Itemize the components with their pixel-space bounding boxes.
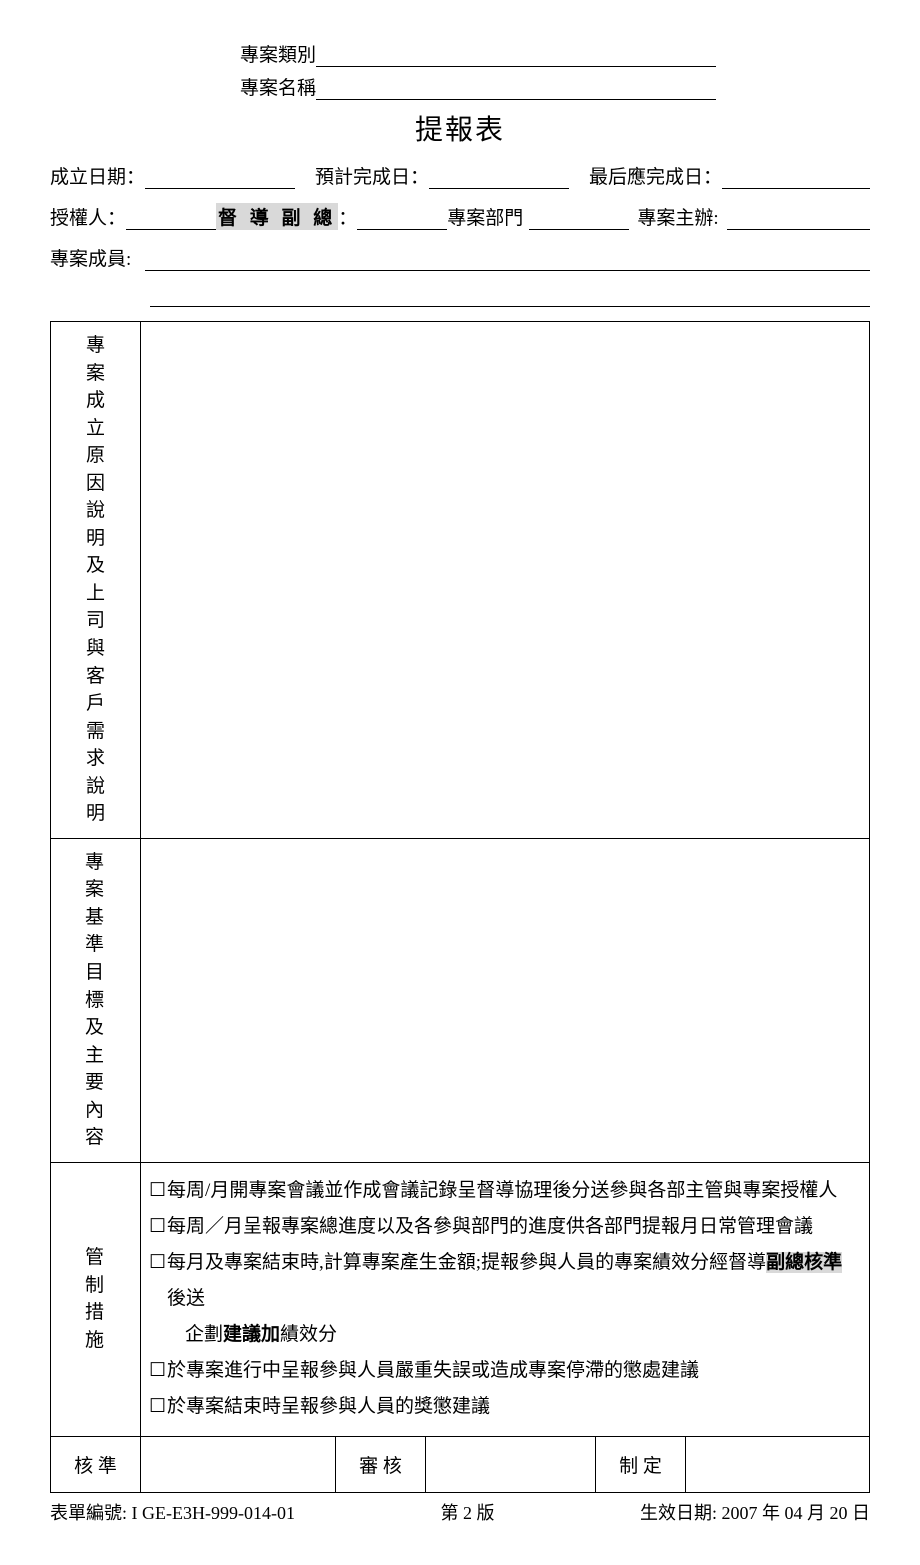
checkbox-icon[interactable]: ☐ <box>149 1353 166 1389</box>
footer: 表單編號: I GE-E3H-999-014-01 第 2 版 生效日期: 20… <box>50 1499 870 1525</box>
project-category-line: 專案類別 <box>50 40 870 67</box>
main-table: 專案成立原因說明及上司與客戶需求說明 專案基準目標及主要內容 管制措施 ☐每周/… <box>50 321 870 1493</box>
expected-date-label: 預計完成日： <box>315 162 429 189</box>
final-date-blank[interactable] <box>722 167 870 189</box>
project-name-blank[interactable] <box>316 78 716 100</box>
control-item: ☐於專案結束時呈報參與人員的獎懲建議 <box>149 1389 861 1425</box>
control-item-text: 每月及專案結束時,計算專案產生金額;提報參與人員的專案績效分經督導副總核準後送 <box>167 1245 861 1317</box>
control-item-text: 於專案結束時呈報參與人員的獎懲建議 <box>167 1389 490 1425</box>
control-content: ☐每周/月開專案會議並作成會議記錄呈督導協理後分送參與各部主管與專案授權人☐每周… <box>141 1162 870 1436</box>
reason-content[interactable] <box>141 322 870 839</box>
final-date-label: 最后應完成日： <box>589 162 722 189</box>
control-label: 管制措施 <box>51 1162 141 1436</box>
form-number: 表單編號: I GE-E3H-999-014-01 <box>50 1499 295 1525</box>
project-category-blank[interactable] <box>316 45 716 67</box>
row-target: 專案基準目標及主要內容 <box>51 838 870 1162</box>
project-name-label: 專案名稱 <box>240 73 316 100</box>
project-dept-label: 專案部門 <box>447 203 523 230</box>
control-item: ☐每周／月呈報專案總進度以及各參與部門的進度供各部門提報月日常管理會議 <box>149 1209 861 1245</box>
members-blank-1[interactable] <box>145 249 870 271</box>
project-owner-blank[interactable] <box>727 208 870 230</box>
effective-date: 生效日期: 2007 年 04 月 20 日 <box>640 1499 870 1525</box>
review-label: 審 核 <box>336 1436 426 1492</box>
version: 第 2 版 <box>440 1499 494 1525</box>
row-control: 管制措施 ☐每周/月開專案會議並作成會議記錄呈督導協理後分送參與各部主管與專案授… <box>51 1162 870 1436</box>
supervisor-colon: ： <box>338 203 357 230</box>
members-blank-2[interactable] <box>150 285 870 307</box>
row-dates: 成立日期： 預計完成日： 最后應完成日： <box>50 162 870 189</box>
checkbox-icon[interactable]: ☐ <box>149 1245 166 1281</box>
control-item-text: 每周／月呈報專案總進度以及各參與部門的進度供各部門提報月日常管理會議 <box>167 1209 813 1245</box>
project-dept-blank[interactable] <box>529 208 629 230</box>
supervisor-vp-label: 督 導 副 總 <box>216 203 338 230</box>
draft-label: 制 定 <box>596 1436 686 1492</box>
control-item: ☐每周/月開專案會議並作成會議記錄呈督導協理後分送參與各部主管與專案授權人 <box>149 1173 861 1209</box>
checkbox-icon[interactable]: ☐ <box>149 1173 166 1209</box>
control-item: ☐每月及專案結束時,計算專案產生金額;提報參與人員的專案績效分經督導副總核準後送 <box>149 1245 861 1317</box>
control-item: ☐於專案進行中呈報參與人員嚴重失誤或造成專案停滯的懲處建議 <box>149 1353 861 1389</box>
members-label: 專案成員: <box>50 244 131 271</box>
draft-blank[interactable] <box>686 1436 870 1492</box>
row-reason: 專案成立原因說明及上司與客戶需求說明 <box>51 322 870 839</box>
project-name-line: 專案名稱 <box>50 73 870 100</box>
authorizer-label: 授權人： <box>50 203 126 230</box>
row-members-2 <box>50 285 870 307</box>
control-item-text: 每周/月開專案會議並作成會議記錄呈督導協理後分送參與各部主管與專案授權人 <box>167 1173 837 1209</box>
authorizer-blank[interactable] <box>126 208 216 230</box>
target-content[interactable] <box>141 838 870 1162</box>
row-people: 授權人： 督 導 副 總 ： 專案部門 專案主辦: <box>50 203 870 230</box>
approve-label: 核 準 <box>51 1436 141 1492</box>
project-category-label: 專案類別 <box>240 40 316 67</box>
establish-date-label: 成立日期： <box>50 162 145 189</box>
reason-label: 專案成立原因說明及上司與客戶需求說明 <box>51 322 141 839</box>
establish-date-blank[interactable] <box>145 167 295 189</box>
review-blank[interactable] <box>426 1436 596 1492</box>
target-label: 專案基準目標及主要內容 <box>51 838 141 1162</box>
project-owner-label: 專案主辦: <box>637 203 718 230</box>
expected-date-blank[interactable] <box>429 167 569 189</box>
approve-blank[interactable] <box>141 1436 336 1492</box>
control-item-continuation: 企劃建議加績效分 <box>149 1317 861 1353</box>
row-members-1: 專案成員: <box>50 244 870 271</box>
supervisor-blank[interactable] <box>357 208 447 230</box>
checkbox-icon[interactable]: ☐ <box>149 1389 166 1425</box>
checkbox-icon[interactable]: ☐ <box>149 1209 166 1245</box>
form-title: 提報表 <box>50 108 870 148</box>
control-item-text: 於專案進行中呈報參與人員嚴重失誤或造成專案停滯的懲處建議 <box>167 1353 699 1389</box>
row-approval: 核 準 審 核 制 定 <box>51 1436 870 1492</box>
